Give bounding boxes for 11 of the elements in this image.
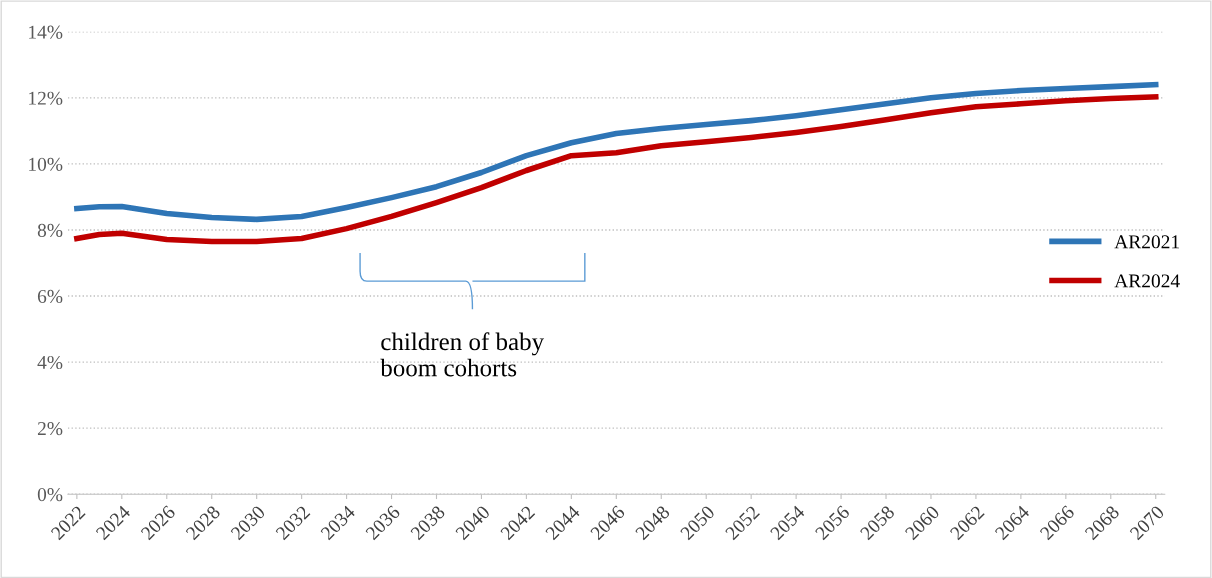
y-tick-label: 10% bbox=[29, 157, 63, 171]
legend-label: AR2024 bbox=[1114, 274, 1180, 288]
y-tick-label: 12% bbox=[29, 91, 63, 105]
y-tick-label: 8% bbox=[37, 223, 63, 237]
legend-label: AR2021 bbox=[1114, 235, 1179, 249]
y-tick-label: 4% bbox=[37, 355, 63, 370]
y-tick-label: 2% bbox=[37, 421, 63, 436]
y-tick-label: 14% bbox=[29, 25, 63, 39]
y-tick-label: 0% bbox=[37, 488, 63, 502]
annotation: children of baby boom cohorts bbox=[380, 332, 545, 377]
y-tick-label: 6% bbox=[37, 289, 63, 304]
